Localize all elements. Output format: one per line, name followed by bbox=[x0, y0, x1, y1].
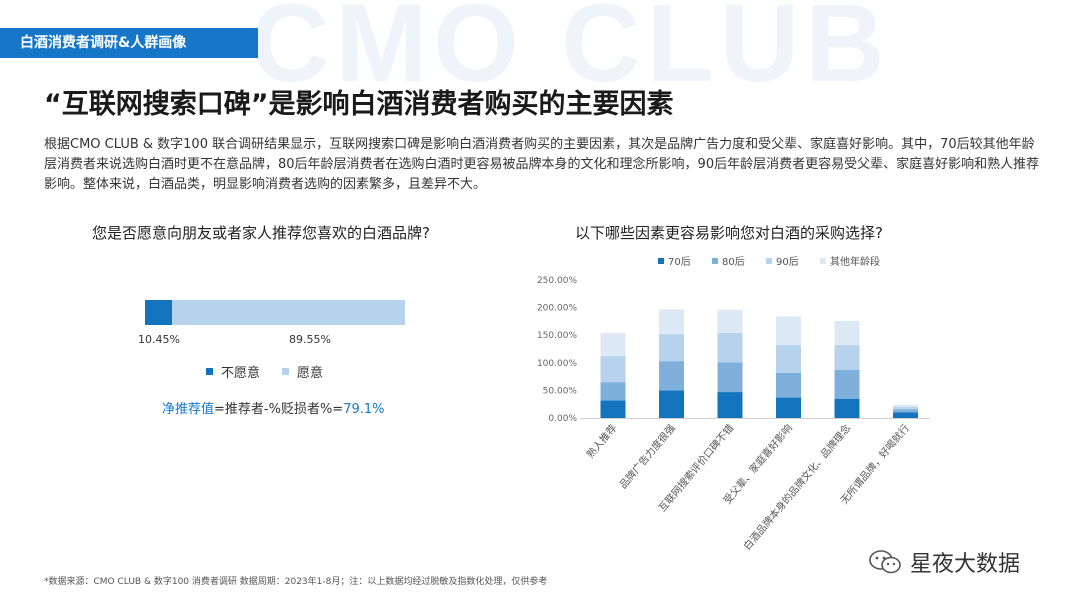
bar-segment bbox=[717, 332, 743, 363]
value-label-willing: 89.55% bbox=[289, 333, 331, 346]
watermark-text: CMO CLUB bbox=[250, 0, 891, 105]
legend-item-willing: 愿意 bbox=[282, 362, 323, 381]
bar-segment bbox=[893, 412, 918, 418]
left-chart-title: 您是否愿意向朋友或者家人推荐您喜欢的白酒品牌? bbox=[92, 224, 430, 242]
bar-segment bbox=[834, 320, 860, 346]
bar-segment bbox=[659, 309, 684, 335]
value-label-unwilling: 10.45% bbox=[138, 333, 180, 346]
bar-segment bbox=[717, 309, 743, 333]
legend-swatch-3 bbox=[820, 258, 826, 264]
y-tick-label: 200.00% bbox=[537, 304, 577, 314]
legend-label-0: 70后 bbox=[668, 256, 691, 268]
footnote: *数据来源：CMO CLUB & 数字100 消费者调研 数据周期：2023年1… bbox=[44, 577, 548, 587]
right-chart-title: 以下哪些因素更容易影响您对白酒的采购选择? bbox=[575, 224, 883, 242]
legend-swatch-0 bbox=[658, 258, 664, 264]
y-tick-label: 0.00% bbox=[548, 414, 577, 424]
y-tick-label: 50.00% bbox=[543, 386, 578, 396]
stacked-bar-chart: 70后 80后 90后 其他年龄段 0.00% 50.00% 100.00% 150.00% 2… bbox=[537, 255, 930, 553]
nps-formula-label: 净推荐值 bbox=[162, 402, 215, 417]
legend-label-1: 80后 bbox=[722, 256, 745, 268]
bar-segment bbox=[600, 332, 626, 357]
nps-formula-text: =推荐者-%贬损者%= bbox=[214, 402, 344, 417]
left-legend: 不愿意 愿意 bbox=[206, 362, 345, 381]
legend-item-unwilling: 不愿意 bbox=[206, 362, 260, 381]
bar-segment bbox=[893, 404, 918, 407]
page-title: “互联网搜索口碑”是影响白酒消费者购买的主要因素 bbox=[44, 89, 674, 120]
x-tick-label: 品牌广告力度很强 bbox=[616, 422, 677, 492]
x-tick-label: 熟人推荐 bbox=[584, 422, 620, 461]
bar-segment bbox=[717, 392, 743, 418]
legend-swatch-1 bbox=[712, 258, 718, 264]
nps-formula: 净推荐值=推荐者-%贬损者%=79.1% bbox=[162, 398, 385, 417]
bar-segment bbox=[600, 356, 626, 383]
y-tick-label: 250.00% bbox=[537, 276, 577, 286]
bar-segment bbox=[776, 397, 801, 418]
legend-label-3: 其他年龄段 bbox=[830, 255, 880, 268]
bar-segment bbox=[893, 406, 918, 410]
bar-segment bbox=[834, 398, 860, 418]
bar-segment bbox=[717, 362, 743, 393]
bar-segment bbox=[659, 361, 684, 391]
bar-segment bbox=[600, 400, 626, 418]
bar-segment bbox=[776, 345, 801, 373]
legend-swatch-willing bbox=[282, 368, 290, 375]
bar-segment bbox=[893, 409, 918, 413]
intro-paragraph: 根据CMO CLUB & 数字100 联合调研结果显示，互联网搜索口碑是影响白酒… bbox=[44, 137, 1040, 192]
nps-formula-value: 79.1% bbox=[343, 402, 385, 417]
legend-label-willing: 愿意 bbox=[297, 366, 324, 381]
bar-segment-willing bbox=[172, 300, 405, 325]
y-tick-label: 150.00% bbox=[537, 331, 577, 341]
wechat-brand: 星夜大数据 bbox=[868, 546, 1020, 578]
bar-segment bbox=[834, 345, 860, 370]
legend-label-unwilling: 不愿意 bbox=[221, 366, 261, 381]
bar-segment bbox=[659, 390, 684, 418]
bar-segment-unwilling bbox=[145, 300, 173, 325]
legend-label-2: 90后 bbox=[776, 256, 799, 268]
x-tick-label: 白酒品牌本身的品牌文化、品牌理念 bbox=[740, 422, 853, 553]
legend-swatch-unwilling bbox=[206, 368, 213, 375]
y-tick-label: 100.00% bbox=[537, 359, 577, 369]
wechat-icon bbox=[869, 550, 901, 574]
legend-swatch-2 bbox=[766, 258, 772, 264]
recommend-bar bbox=[145, 300, 405, 325]
bar-segment bbox=[776, 316, 801, 346]
bar-segment bbox=[600, 382, 626, 401]
wechat-account-name: 星夜大数据 bbox=[910, 552, 1021, 577]
bar-segment bbox=[776, 372, 801, 398]
bar-segment bbox=[834, 369, 860, 399]
bar-segment bbox=[659, 334, 684, 362]
section-tab: 白酒消费者调研&人群画像 bbox=[0, 28, 258, 58]
